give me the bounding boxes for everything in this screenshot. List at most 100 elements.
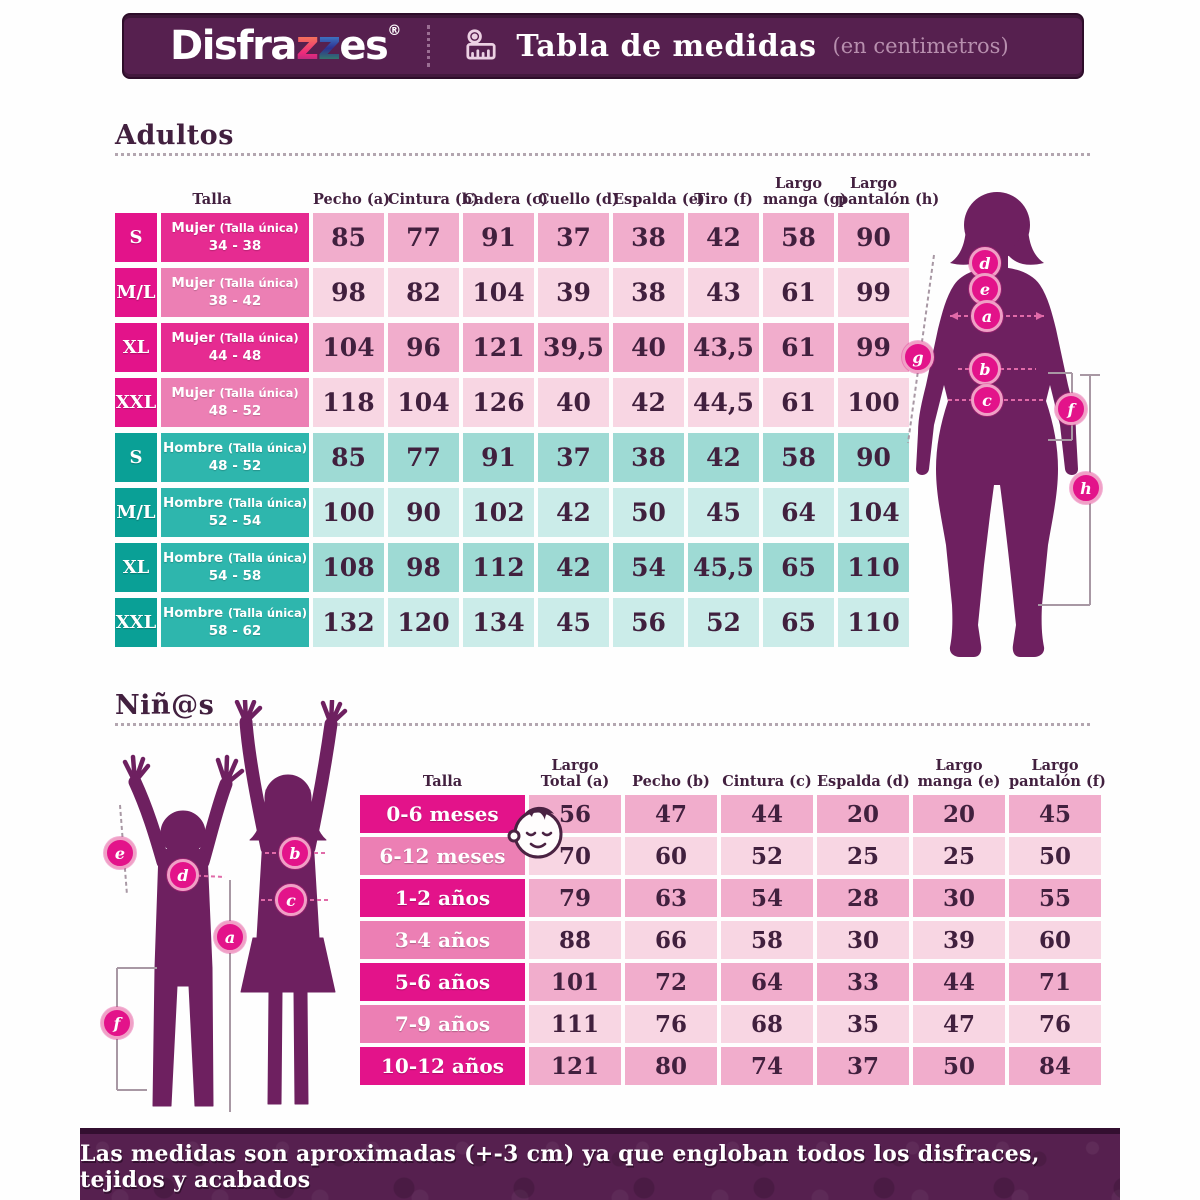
group-label-cell: Hombre (Talla única) 52 - 54	[161, 488, 309, 537]
group-label: Hombre (Talla única)	[162, 604, 307, 621]
value-cell: 35	[817, 1005, 909, 1043]
value-cell: 20	[913, 795, 1005, 833]
measure-label-c: c	[971, 384, 1003, 416]
value-cell: 38	[613, 433, 684, 482]
value-cell: 40	[538, 378, 609, 427]
value-cell: 55	[1009, 879, 1101, 917]
size-cell: XXL	[115, 598, 157, 647]
column-header-line: manga (e)	[917, 773, 1001, 791]
group-label-cell: Mujer (Talla única) 44 - 48	[161, 323, 309, 372]
column-header-line: Largo	[849, 175, 898, 193]
value-cell: 108	[313, 543, 384, 592]
value-cell: 40	[613, 323, 684, 372]
size-range: 34 - 38	[208, 237, 262, 254]
value-cell: 111	[529, 1005, 621, 1043]
value-cell: 65	[763, 598, 834, 647]
column-header-line: pantalón (h)	[838, 191, 940, 209]
value-cell: 44,5	[688, 378, 759, 427]
value-cell: 99	[838, 323, 909, 372]
children-size-table: Talla Largo Total (a) Pecho (b) Cintura (c) E…	[360, 733, 1106, 1085]
value-cell: 37	[538, 433, 609, 482]
value-cell: 96	[388, 323, 459, 372]
footer-disclaimer: Las medidas son aproximadas (+-3 cm) ya …	[80, 1141, 1040, 1193]
value-cell: 44	[913, 963, 1005, 1001]
value-cell: 132	[313, 598, 384, 647]
value-cell: 121	[463, 323, 534, 372]
measure-label-f: f	[1055, 393, 1087, 425]
value-cell: 52	[688, 598, 759, 647]
value-cell: 54	[613, 543, 684, 592]
group-label-cell: Hombre (Talla única) 48 - 52	[161, 433, 309, 482]
value-cell: 42	[538, 543, 609, 592]
value-cell: 43,5	[688, 323, 759, 372]
value-cell: 20	[817, 795, 909, 833]
value-cell: 38	[613, 268, 684, 317]
column-header: Talla	[192, 191, 232, 209]
value-cell: 77	[388, 213, 459, 262]
children-table-header: Talla Largo Total (a) Pecho (b) Cintura (c) E…	[360, 733, 1106, 795]
column-header-line: Largo	[1031, 757, 1079, 775]
value-cell: 90	[388, 488, 459, 537]
column-header-line: Largo	[774, 175, 823, 193]
value-cell: 80	[625, 1047, 717, 1085]
value-cell: 58	[721, 921, 813, 959]
brand-logo: Disfrazzes®	[170, 23, 401, 69]
value-cell: 39	[538, 268, 609, 317]
value-cell: 77	[388, 433, 459, 482]
value-cell: 52	[721, 837, 813, 875]
value-cell: 100	[838, 378, 909, 427]
header-bar: Disfrazzes® Tabla de medidas (en centime…	[122, 13, 1084, 79]
column-header: Talla	[422, 773, 463, 791]
value-cell: 61	[763, 378, 834, 427]
value-cell: 56	[613, 598, 684, 647]
column-header-line: pantalón (f)	[1009, 773, 1106, 791]
value-cell: 120	[388, 598, 459, 647]
measure-label-b: b	[279, 837, 311, 869]
size-cell: M/L	[115, 268, 157, 317]
value-cell: 134	[463, 598, 534, 647]
size-cell: S	[115, 433, 157, 482]
brand-z2: z	[317, 23, 341, 69]
brand-z1: z	[295, 23, 319, 69]
tape-measure-icon	[466, 29, 496, 60]
group-label: Mujer (Talla única)	[171, 274, 299, 291]
value-cell: 104	[463, 268, 534, 317]
measure-label-e: e	[969, 273, 1001, 305]
value-cell: 90	[838, 213, 909, 262]
size-range: 48 - 52	[208, 457, 262, 474]
value-cell: 90	[838, 433, 909, 482]
column-header: Largo pantalón (f)	[1009, 757, 1106, 791]
value-cell: 91	[463, 213, 534, 262]
group-label-cell: Mujer (Talla única) 34 - 38	[161, 213, 309, 262]
value-cell: 42	[688, 213, 759, 262]
group-label: Hombre (Talla única)	[162, 549, 307, 566]
dotted-rule	[115, 723, 1090, 726]
value-cell: 76	[1009, 1005, 1101, 1043]
value-cell: 76	[625, 1005, 717, 1043]
column-header: Largo pantalón (h)	[838, 175, 940, 209]
value-cell: 50	[913, 1047, 1005, 1085]
value-cell: 37	[538, 213, 609, 262]
measure-label-d: d	[167, 859, 199, 891]
brand-text-end: es	[339, 23, 388, 69]
value-cell: 44	[721, 795, 813, 833]
size-cell: XL	[115, 323, 157, 372]
group-label-cell: Hombre (Talla única) 58 - 62	[161, 598, 309, 647]
group-label-cell: Hombre (Talla única) 54 - 58	[161, 543, 309, 592]
header-divider	[427, 25, 431, 67]
value-cell: 33	[817, 963, 909, 1001]
column-header-line: Largo	[935, 757, 983, 775]
value-cell: 104	[313, 323, 384, 372]
age-label-cell: 5-6 años	[360, 963, 525, 1001]
group-label: Mujer (Talla única)	[171, 329, 299, 346]
column-header: Largo manga (e)	[913, 758, 1005, 790]
measure-label-c: c	[275, 884, 307, 916]
value-cell: 42	[538, 488, 609, 537]
value-cell: 104	[838, 488, 909, 537]
column-header: Cintura (c)	[722, 773, 812, 791]
value-cell: 118	[313, 378, 384, 427]
value-cell: 91	[463, 433, 534, 482]
value-cell: 45	[688, 488, 759, 537]
